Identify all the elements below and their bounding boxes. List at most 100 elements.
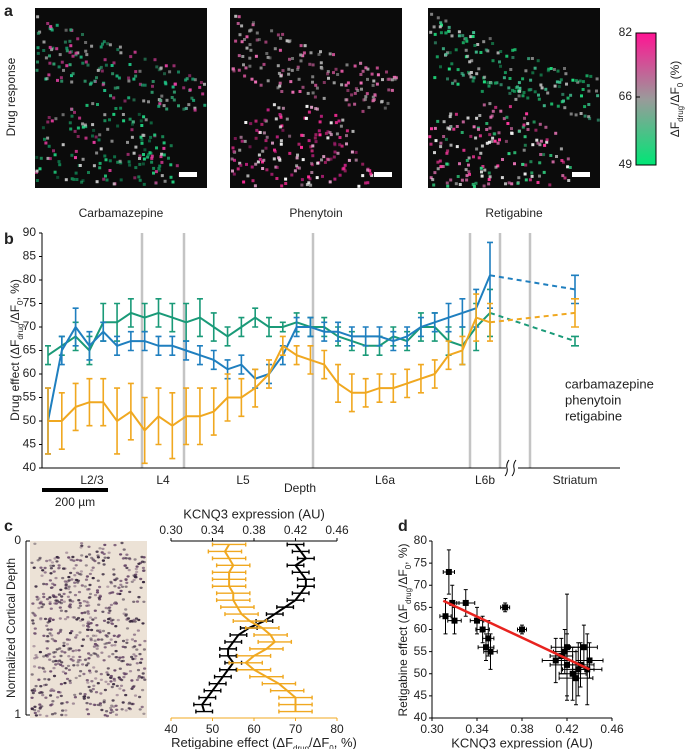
cell-stain [105,671,109,674]
image-speckle [264,146,268,150]
scale-bar-label: 200 µm [55,495,95,509]
image-speckle [361,174,365,178]
x2-tick-label: 0.30 [159,523,183,537]
image-speckle [522,91,526,94]
cell-stain [141,622,145,625]
image-speckle [588,117,592,121]
image-speckle [578,79,582,83]
cell-stain [138,652,142,656]
image-speckle [250,77,254,81]
image-speckle [361,69,365,73]
image-speckle [101,83,105,87]
image-speckle [84,41,88,44]
cell-stain [86,634,90,638]
label-part: drug [16,324,25,340]
image-speckle [132,98,136,102]
image-speckle [310,171,314,174]
image-speckle [153,58,157,62]
image-speckle [488,133,492,137]
image-speckle [441,47,445,51]
image-speckle [585,74,589,78]
cell-stain [87,657,91,660]
image-speckle [496,164,500,168]
image-speckle [491,42,495,45]
image-speckle [102,40,106,44]
image-speckle [173,82,177,86]
image-speckle [310,105,314,109]
image-speckle [558,80,562,84]
cell-stain [104,606,108,610]
image-speckle [433,126,437,130]
image-speckle [346,81,350,85]
image-speckle [106,127,110,131]
cell-stain [109,708,113,712]
cell-stain [96,655,100,658]
image-speckle [539,153,543,156]
image-speckle [311,154,315,158]
cell-stain [61,670,65,673]
image-speckle [318,120,322,124]
cell-stain [99,678,103,681]
image-speckle [452,127,456,131]
image-speckle [538,122,542,126]
image-speckle [47,73,51,77]
cell-stain [85,600,89,603]
cell-stain [50,634,54,637]
cell-stain [97,561,101,565]
image-speckle [99,65,103,69]
cell-stain [120,678,124,682]
label-part: , %) [8,279,22,300]
x-tick-label: 70 [289,722,303,736]
cell-stain [77,659,81,662]
cell-stain [108,617,112,620]
image-speckle [446,51,449,55]
cell-stain [83,585,87,588]
cell-stain [62,641,66,645]
image-speckle [162,141,166,145]
cell-stain [117,634,121,637]
image-speckle [474,136,478,140]
cell-stain [62,592,66,596]
point [485,635,492,642]
image-speckle [163,72,166,76]
image-speckle [239,135,243,139]
cell-stain [96,579,100,582]
image-speckle [533,66,537,70]
image-speckle [555,155,558,158]
x2-tick-label: 0.42 [284,523,308,537]
point [502,604,509,611]
cell-stain [128,620,132,623]
image-speckle [74,156,77,160]
axis-label: Drug effect (ΔFdrug/ΔF0, %) [8,279,24,421]
image-speckle [110,139,114,143]
cell-stain [89,637,93,640]
image-speckle [442,120,446,124]
x-tick-label: 0.42 [555,722,579,736]
image-speckle [81,122,85,126]
cell-stain [128,557,132,561]
image-speckle [448,51,452,55]
cell-stain [64,713,68,717]
cell-stain [113,543,117,547]
cell-stain [113,585,117,588]
cell-stain [73,585,77,588]
cell-stain [141,672,145,675]
image-speckle [102,177,106,181]
image-speckle [137,175,141,179]
cell-stain [116,592,120,595]
image-speckle [255,38,259,42]
point [580,644,587,651]
x-tick-label: 0.30 [420,722,444,736]
image-speckle [468,72,472,76]
image-speckle [488,126,492,130]
image-speckle [138,178,142,182]
image-speckle [285,117,289,121]
image-speckle [482,40,486,44]
cell-stain [135,565,139,568]
image-speckle [510,182,514,186]
cell-stain [43,566,47,570]
image-speckle [296,166,300,170]
image-speckle [340,83,344,87]
cell-stain [100,551,104,554]
image-speckle [80,180,84,184]
